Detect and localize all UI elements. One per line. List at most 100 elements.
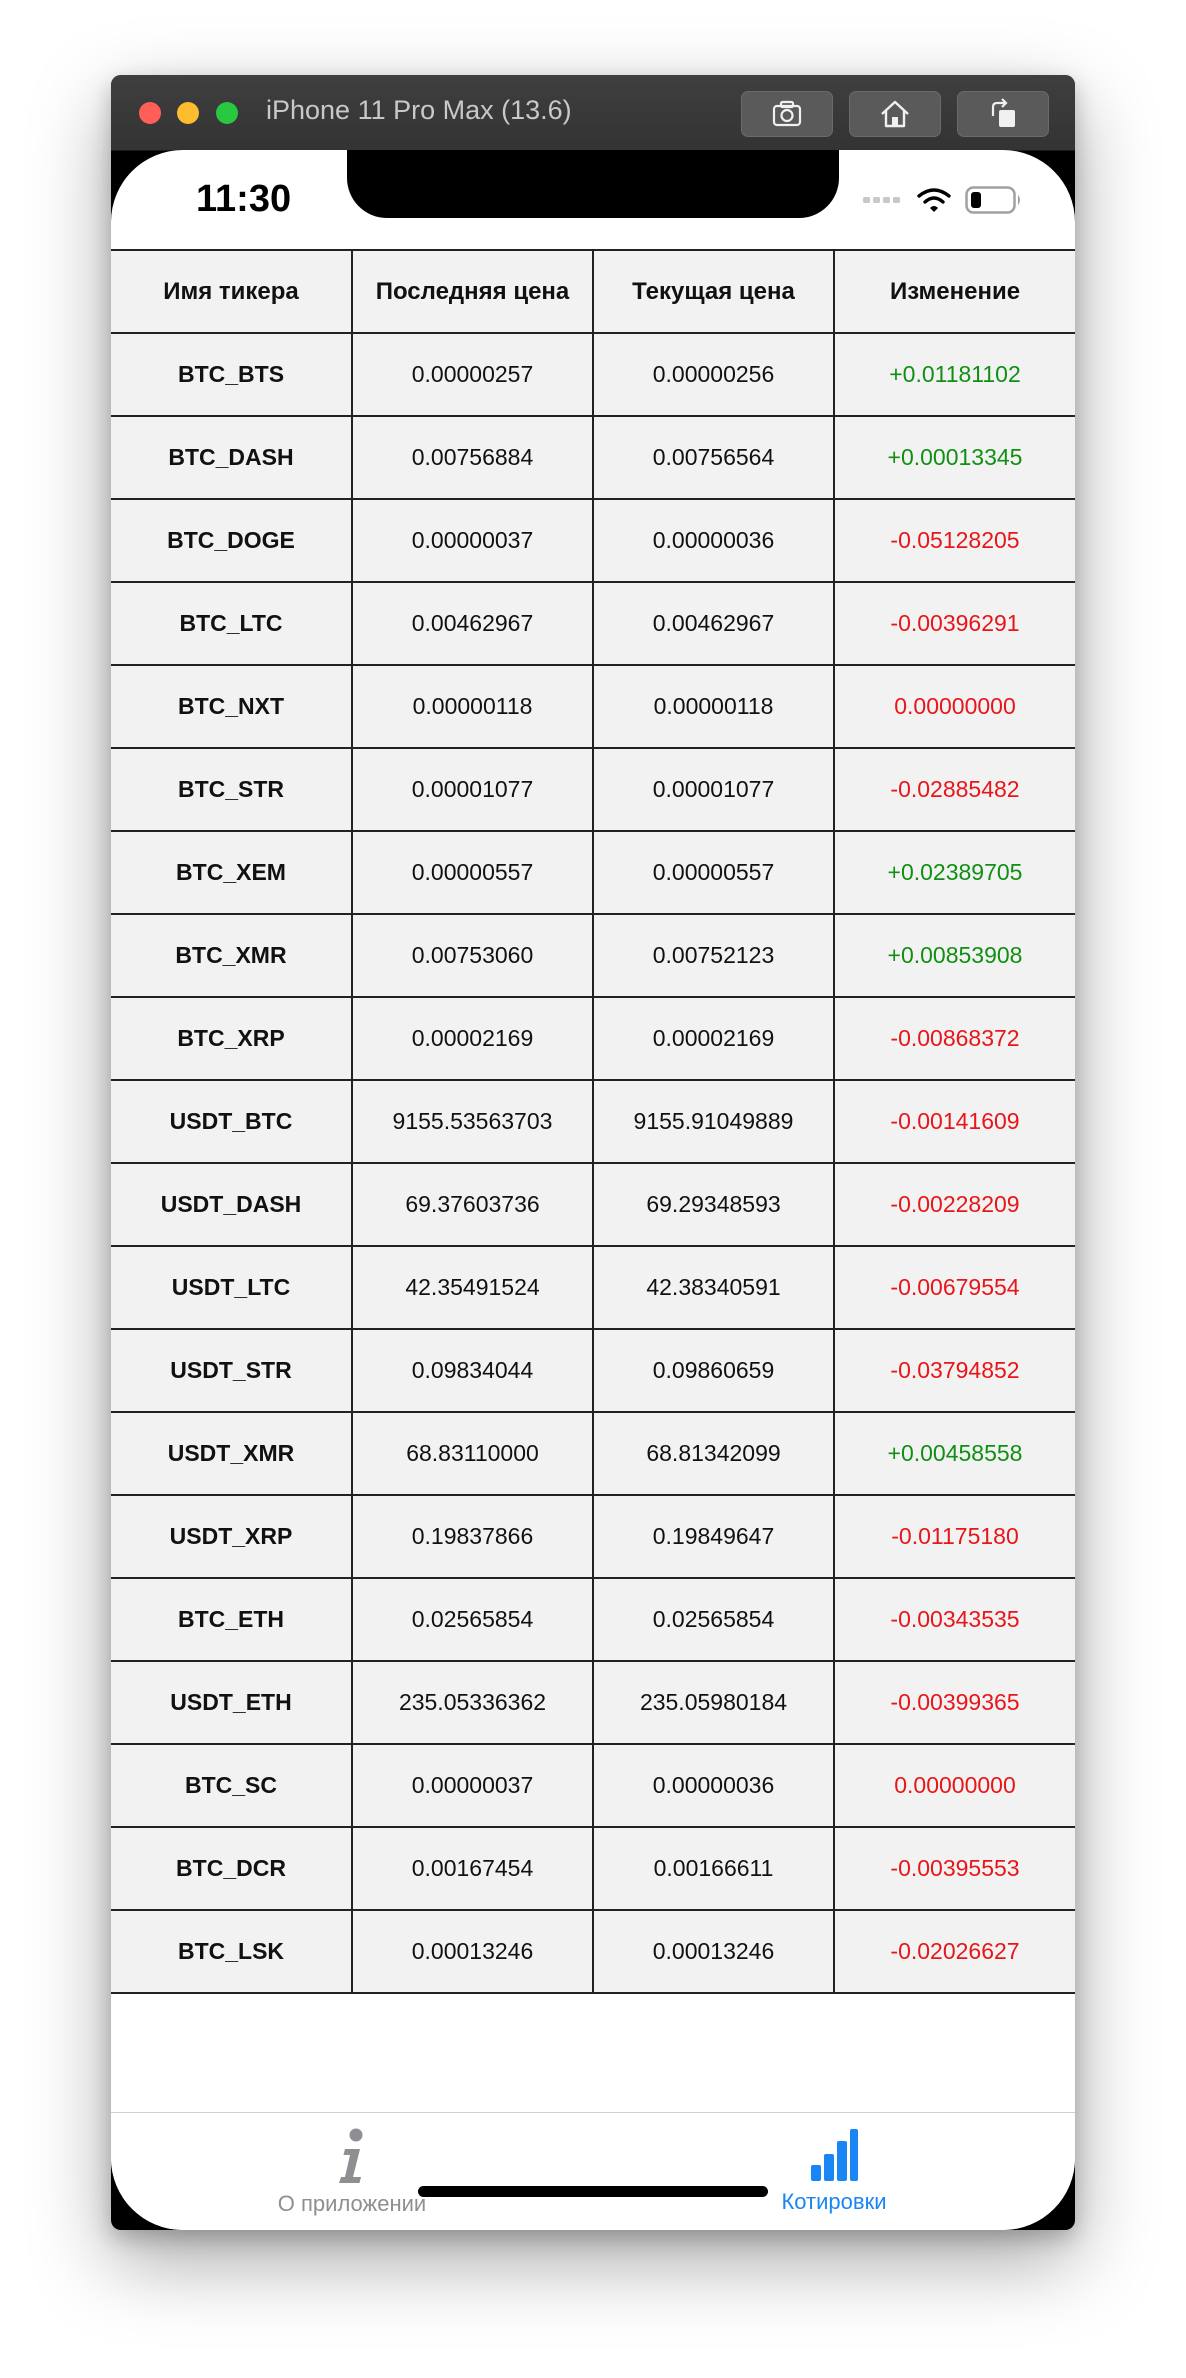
last-price-cell: 0.00462967 — [351, 581, 594, 666]
current-price-cell: 0.00756564 — [592, 415, 835, 500]
tab-about-label: О приложении — [277, 2191, 427, 2216]
table-row: USDT_LTC 42.35491524 42.38340591 -0.0067955… — [111, 1245, 1075, 1330]
last-price-cell: 0.00000037 — [351, 498, 594, 583]
table-row: BTC_LSK 0.00013246 0.00013246 -0.02026627 — [111, 1909, 1075, 1994]
change-cell: 0.00000000 — [833, 1743, 1075, 1828]
current-price-cell: 0.00752123 — [592, 913, 835, 998]
last-price-cell: 0.19837866 — [351, 1494, 594, 1579]
current-price-cell: 235.05980184 — [592, 1660, 835, 1745]
ticker-cell: BTC_NXT — [111, 664, 353, 749]
window-titlebar: iPhone 11 Pro Max (13.6) — [111, 75, 1075, 151]
last-price-cell: 0.00002169 — [351, 996, 594, 1081]
change-cell: -0.00395553 — [833, 1826, 1075, 1911]
home-indicator[interactable] — [418, 2186, 768, 2197]
header-last-price: Последняя цена — [351, 249, 594, 334]
current-price-cell: 0.00166611 — [592, 1826, 835, 1911]
change-cell: -0.00141609 — [833, 1079, 1075, 1164]
current-price-cell: 69.29348593 — [592, 1162, 835, 1247]
last-price-cell: 0.00000557 — [351, 830, 594, 915]
change-cell: -0.02026627 — [833, 1909, 1075, 1994]
last-price-cell: 0.00167454 — [351, 1826, 594, 1911]
device-screen: 11:30 — [111, 150, 1075, 2230]
screenshot-button[interactable] — [741, 91, 833, 137]
ticker-cell: BTC_DOGE — [111, 498, 353, 583]
info-icon — [339, 2128, 363, 2183]
ticker-cell: BTC_DASH — [111, 415, 353, 500]
ticker-cell: BTC_LTC — [111, 581, 353, 666]
current-price-cell: 0.00000036 — [592, 1743, 835, 1828]
table-row: BTC_DASH 0.00756884 0.00756564 +0.00013345 — [111, 415, 1075, 500]
ticker-cell: USDT_LTC — [111, 1245, 353, 1330]
last-price-cell: 9155.53563703 — [351, 1079, 594, 1164]
ticker-cell: USDT_STR — [111, 1328, 353, 1413]
current-price-cell: 0.02565854 — [592, 1577, 835, 1662]
change-cell: +0.00853908 — [833, 913, 1075, 998]
table-row: BTC_XMR 0.00753060 0.00752123 +0.00853908 — [111, 913, 1075, 998]
last-price-cell: 0.02565854 — [351, 1577, 594, 1662]
table-row: BTC_XRP 0.00002169 0.00002169 -0.00868372 — [111, 996, 1075, 1081]
last-price-cell: 235.05336362 — [351, 1660, 594, 1745]
device-notch — [347, 150, 839, 218]
change-cell: -0.00396291 — [833, 581, 1075, 666]
change-cell: -0.00228209 — [833, 1162, 1075, 1247]
last-price-cell: 42.35491524 — [351, 1245, 594, 1330]
window-title: iPhone 11 Pro Max (13.6) — [266, 95, 572, 125]
tab-quotes-label: Котировки — [781, 2189, 887, 2214]
ticker-cell: USDT_ETH — [111, 1660, 353, 1745]
bar-chart-icon — [811, 2129, 858, 2181]
current-price-cell: 9155.91049889 — [592, 1079, 835, 1164]
current-price-cell: 0.00000256 — [592, 332, 835, 417]
change-cell: 0.00000000 — [833, 664, 1075, 749]
current-price-cell: 0.00462967 — [592, 581, 835, 666]
last-price-cell: 0.00753060 — [351, 913, 594, 998]
status-time: 11:30 — [196, 178, 292, 220]
table-row: USDT_XMR 68.83110000 68.81342099 +0.0045855… — [111, 1411, 1075, 1496]
wifi-icon — [917, 188, 951, 212]
table-row: BTC_LTC 0.00462967 0.00462967 -0.00396291 — [111, 581, 1075, 666]
minimize-window-button[interactable] — [177, 102, 199, 124]
change-cell: -0.00868372 — [833, 996, 1075, 1081]
table-row: BTC_BTS 0.00000257 0.00000256 +0.01181102 — [111, 332, 1075, 417]
table-row: BTC_ETH 0.02565854 0.02565854 -0.00343535 — [111, 1577, 1075, 1662]
table-row: BTC_NXT 0.00000118 0.00000118 0.00000000 — [111, 664, 1075, 749]
current-price-cell: 0.00000118 — [592, 664, 835, 749]
change-cell: +0.02389705 — [833, 830, 1075, 915]
change-cell: -0.02885482 — [833, 747, 1075, 832]
current-price-cell: 68.81342099 — [592, 1411, 835, 1496]
ticker-cell: USDT_XRP — [111, 1494, 353, 1579]
ticker-cell: BTC_XMR — [111, 913, 353, 998]
close-window-button[interactable] — [139, 102, 161, 124]
zoom-window-button[interactable] — [216, 102, 238, 124]
change-cell: -0.01175180 — [833, 1494, 1075, 1579]
ticker-cell: BTC_BTS — [111, 332, 353, 417]
tab-about[interactable]: О приложении — [111, 2127, 593, 2217]
current-price-cell: 0.19849647 — [592, 1494, 835, 1579]
home-icon — [881, 100, 909, 128]
home-button[interactable] — [849, 91, 941, 137]
last-price-cell: 0.00000257 — [351, 332, 594, 417]
status-icons — [863, 186, 1023, 214]
current-price-cell: 0.00000036 — [592, 498, 835, 583]
ticker-cell: USDT_DASH — [111, 1162, 353, 1247]
change-cell: +0.00458558 — [833, 1411, 1075, 1496]
change-cell: +0.00013345 — [833, 415, 1075, 500]
last-price-cell: 0.00013246 — [351, 1909, 594, 1994]
table-row: USDT_ETH 235.05336362 235.05980184 -0.00399… — [111, 1660, 1075, 1745]
tab-quotes[interactable]: Котировки — [593, 2127, 1075, 2215]
last-price-cell: 0.09834044 — [351, 1328, 594, 1413]
last-price-cell: 0.00756884 — [351, 415, 594, 500]
ticker-cell: BTC_STR — [111, 747, 353, 832]
quotes-table: Имя тикера Последняя цена Текущая цена И… — [111, 249, 1075, 1994]
last-price-cell: 68.83110000 — [351, 1411, 594, 1496]
table-row: BTC_DOGE 0.00000037 0.00000036 -0.05128205 — [111, 498, 1075, 583]
cellular-signal-icon — [863, 197, 900, 203]
current-price-cell: 0.00002169 — [592, 996, 835, 1081]
ticker-cell: USDT_BTC — [111, 1079, 353, 1164]
current-price-cell: 0.00000557 — [592, 830, 835, 915]
quotes-table-body: BTC_BTS 0.00000257 0.00000256 +0.01181102 BT… — [111, 332, 1075, 1994]
rotate-button[interactable] — [957, 91, 1049, 137]
last-price-cell: 69.37603736 — [351, 1162, 594, 1247]
change-cell: -0.03794852 — [833, 1328, 1075, 1413]
table-row: BTC_SC 0.00000037 0.00000036 0.00000000 — [111, 1743, 1075, 1828]
